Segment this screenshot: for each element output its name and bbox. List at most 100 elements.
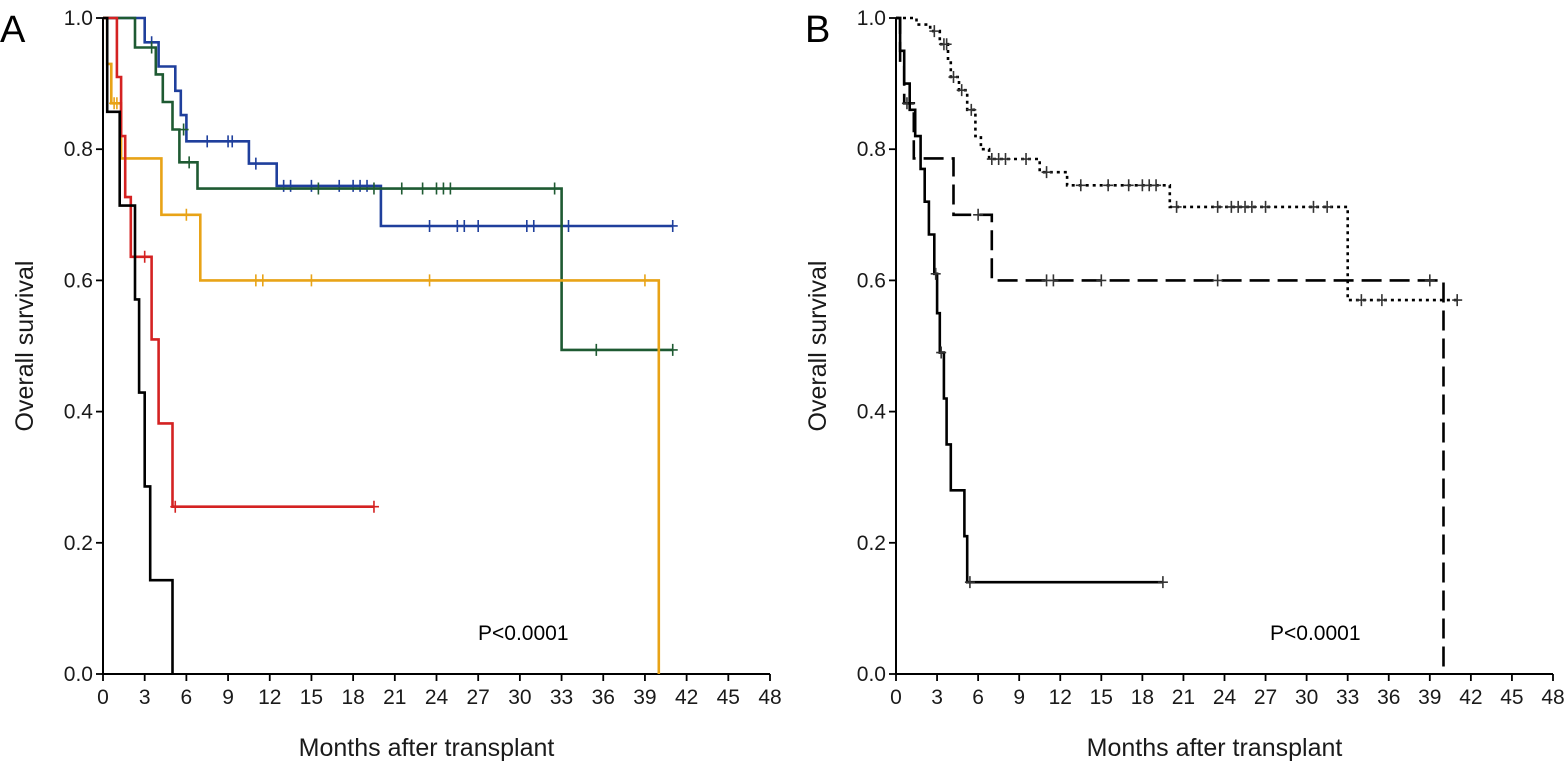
censor-mark <box>639 274 650 287</box>
censor-mark <box>941 38 952 51</box>
x-tick-label: 48 <box>1541 686 1564 709</box>
censor-mark <box>1212 200 1223 213</box>
censor-mark <box>146 41 157 54</box>
censor-mark <box>257 274 268 287</box>
x-tick-label: 33 <box>550 686 573 709</box>
censor-mark <box>1376 294 1387 307</box>
censor-mark <box>459 219 470 232</box>
x-tick-label: 42 <box>675 686 698 709</box>
censor-mark <box>396 182 407 195</box>
censor-mark <box>334 179 345 192</box>
censor-mark <box>1424 274 1435 287</box>
censor-mark <box>1021 153 1032 166</box>
survival-curve <box>103 16 174 674</box>
y-tick-label: 1.0 <box>64 7 93 30</box>
y-axis-title: Overall survival <box>11 261 39 432</box>
censor-mark <box>936 346 947 359</box>
series-0 <box>896 16 1463 307</box>
censor-mark <box>368 500 379 513</box>
censor-mark <box>1452 294 1463 307</box>
y-tick-label: 1.0 <box>857 7 886 30</box>
survival-curve <box>896 16 1445 674</box>
series-4 <box>103 16 174 674</box>
censor-mark <box>1157 576 1168 589</box>
survival-curve <box>103 16 673 352</box>
censor-mark <box>306 179 317 192</box>
censor-mark <box>1260 200 1271 213</box>
censor-mark <box>1000 153 1011 166</box>
x-tick-label: 45 <box>717 686 740 709</box>
series-2 <box>896 16 1168 589</box>
censor-mark <box>667 343 678 356</box>
censor-mark <box>178 123 189 136</box>
y-tick-label: 0.8 <box>64 138 93 161</box>
censor-mark <box>227 135 238 148</box>
y-tick-label: 0.4 <box>857 401 887 424</box>
censor-mark <box>1041 166 1052 179</box>
x-axis-title: Months after transplant <box>1087 734 1343 762</box>
y-tick-label: 0.0 <box>857 663 886 686</box>
censor-mark <box>424 274 435 287</box>
censor-mark <box>667 219 678 232</box>
censor-mark <box>549 182 560 195</box>
censor-mark <box>929 25 940 38</box>
censor-mark <box>956 84 967 97</box>
censor-mark <box>966 103 977 116</box>
x-tick-label: 12 <box>1049 686 1072 709</box>
x-tick-label: 12 <box>258 686 281 709</box>
censor-mark <box>417 182 428 195</box>
x-tick-label: 42 <box>1459 686 1482 709</box>
x-tick-label: 9 <box>1013 686 1025 709</box>
censor-mark <box>948 71 959 84</box>
censor-mark <box>1308 200 1319 213</box>
survival-curve <box>896 16 1163 584</box>
x-tick-label: 30 <box>1295 686 1318 709</box>
x-tick-label: 21 <box>383 686 406 709</box>
p-value-annotation: P<0.0001 <box>478 622 569 645</box>
censor-mark <box>964 576 975 589</box>
censor-mark <box>202 135 213 148</box>
censor-mark <box>1048 274 1059 287</box>
x-tick-label: 9 <box>222 686 234 709</box>
censor-mark <box>1171 200 1182 213</box>
censor-mark <box>313 182 324 195</box>
x-tick-label: 0 <box>97 686 109 709</box>
censor-mark <box>184 156 195 169</box>
censor-mark <box>250 157 261 170</box>
panel-letter: B <box>805 9 830 51</box>
censor-mark <box>1246 200 1257 213</box>
x-tick-label: 36 <box>1377 686 1400 709</box>
x-tick-label: 15 <box>1090 686 1113 709</box>
y-tick-label: 0.2 <box>857 532 886 555</box>
panel-b: 0 3 6 9 12 15 18 21 24 27 30 33 36 39 42 45 480.00.20.40… <box>804 7 1565 762</box>
censor-mark <box>528 219 539 232</box>
survival-curve <box>896 16 1458 302</box>
x-tick-label: 3 <box>139 686 151 709</box>
y-tick-label: 0.2 <box>64 532 93 555</box>
panel-letter: A <box>0 9 26 51</box>
x-tick-label: 24 <box>425 686 449 709</box>
series-0 <box>103 16 678 232</box>
y-tick-label: 0.0 <box>64 663 93 686</box>
censor-mark <box>181 208 192 221</box>
censor-mark <box>1103 179 1114 192</box>
censor-mark <box>1322 200 1333 213</box>
x-tick-label: 39 <box>633 686 656 709</box>
survival-curve <box>103 16 673 228</box>
censor-mark <box>1151 179 1162 192</box>
x-tick-label: 18 <box>341 686 364 709</box>
censor-mark <box>563 219 574 232</box>
x-tick-label: 30 <box>508 686 531 709</box>
x-tick-label: 0 <box>890 686 902 709</box>
x-tick-label: 27 <box>1254 686 1277 709</box>
x-tick-label: 24 <box>1213 686 1237 709</box>
censor-mark <box>139 250 150 263</box>
x-tick-label: 39 <box>1418 686 1441 709</box>
censor-mark <box>1212 274 1223 287</box>
censor-mark <box>445 182 456 195</box>
censor-mark <box>1356 294 1367 307</box>
censor-mark <box>1075 179 1086 192</box>
y-tick-label: 0.6 <box>857 269 886 292</box>
censor-mark <box>1123 179 1134 192</box>
x-tick-label: 36 <box>592 686 615 709</box>
